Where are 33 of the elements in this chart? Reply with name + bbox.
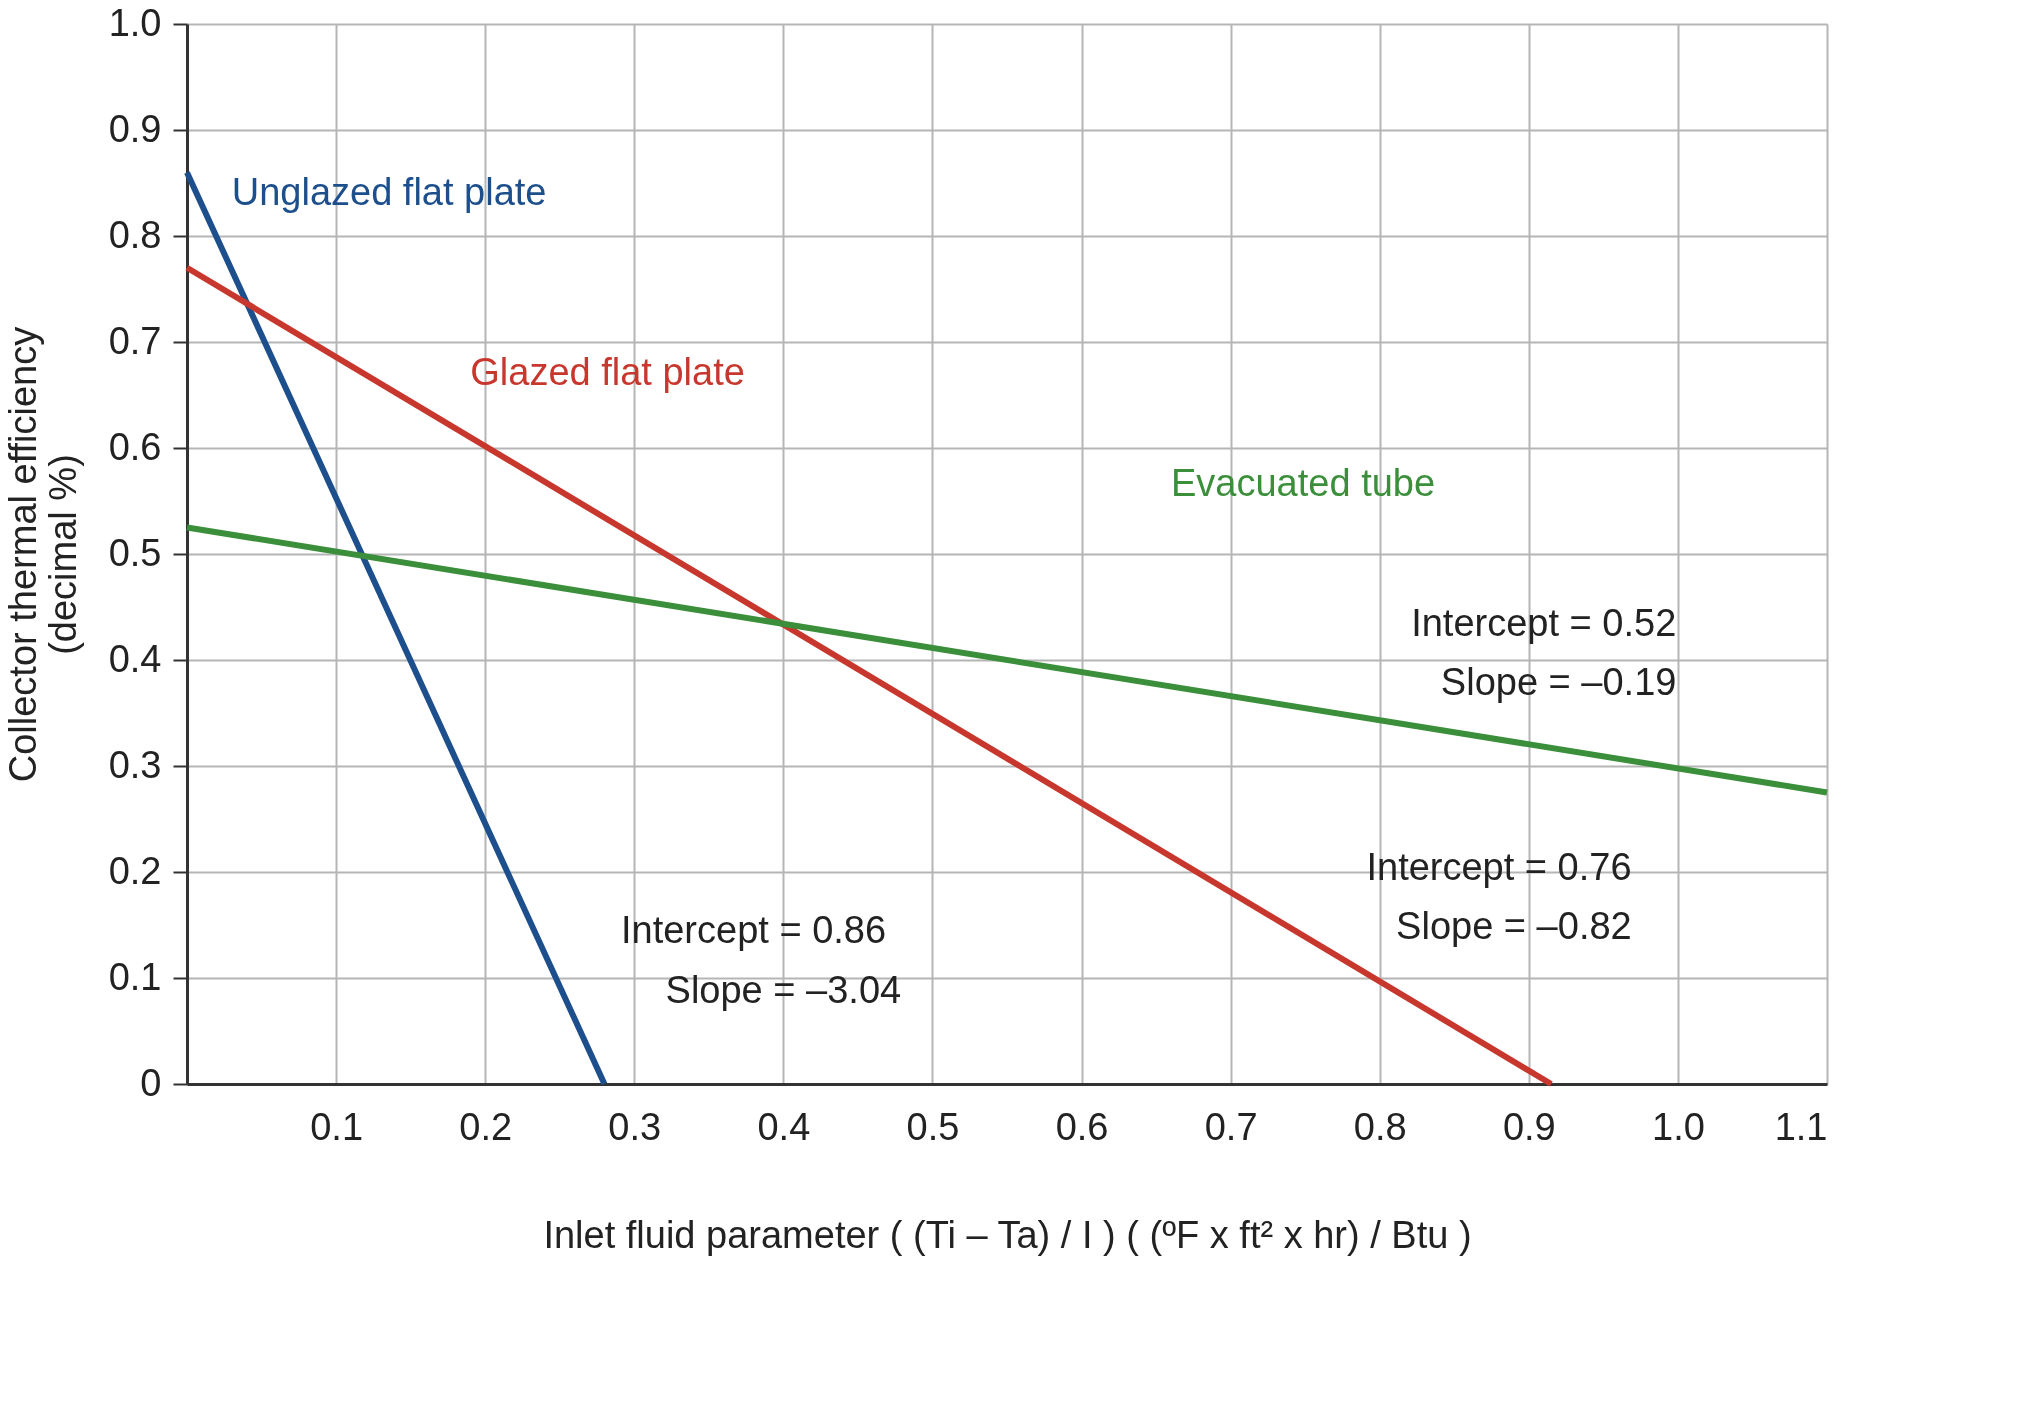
annotation: Slope = –3.04 [665,968,902,1011]
x-tick-label: 0.2 [459,1105,513,1148]
y-tick-label: 0.2 [108,849,162,892]
series-label: Glazed flat plate [470,350,745,393]
x-tick-label: 0.5 [906,1105,960,1148]
x-tick-label: 0.8 [1353,1105,1407,1148]
y-tick-label: 0.7 [108,319,162,362]
y-tick-label: 0 [140,1061,162,1104]
annotation: Slope = –0.19 [1440,661,1677,704]
annotation: Intercept = 0.52 [1411,602,1677,645]
text: Evacuated tube [1171,462,1436,505]
series-label: Unglazed flat plate [231,170,547,213]
y-tick-label: 0.3 [108,743,162,786]
x-tick-label: 0.9 [1502,1105,1556,1148]
x-tick-label: 1.0 [1651,1105,1705,1148]
y-axis-title: Collector thermal efficiency (decimal %) [1,326,84,783]
annotation: Intercept = 0.76 [1366,845,1632,888]
x-tick-label: 0.7 [1204,1105,1258,1148]
y-tick-label: 0.8 [108,213,162,256]
x-tick-label: 0.4 [757,1105,811,1148]
y-tick-label: 1.0 [108,1,162,44]
y-tick-label: 0.4 [108,637,162,680]
x-tick-label: 1.1 [1774,1105,1828,1148]
y-tick-label: 0.1 [108,955,162,998]
x-axis-title: Inlet fluid parameter ( (Ti – Ta) / I ) ( (ºF x ft² x hr) / Btu ) [543,1213,1472,1256]
y-tick-label: 0.6 [108,425,162,468]
y-tick-label: 0.9 [108,107,162,150]
x-tick-label: 0.3 [608,1105,662,1148]
y-tick-label: 0.5 [108,531,162,574]
x-tick-label: 0.1 [310,1105,363,1148]
x-tick-label: 0.6 [1055,1105,1109,1148]
annotation: Slope = –0.82 [1396,905,1632,948]
annotation: Intercept = 0.86 [620,909,887,952]
